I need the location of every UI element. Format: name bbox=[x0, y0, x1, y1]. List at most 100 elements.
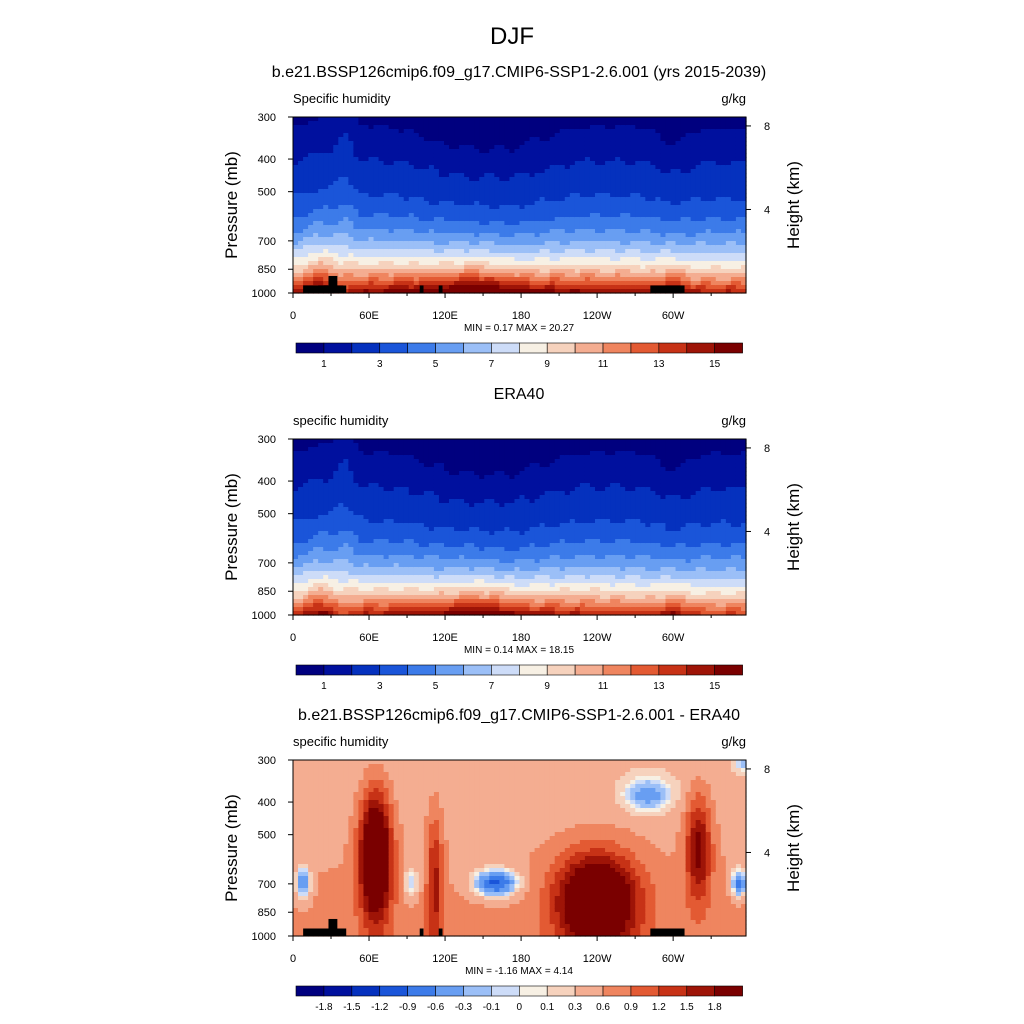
field-cell bbox=[700, 229, 707, 234]
field-cell bbox=[695, 281, 702, 286]
field-cell bbox=[378, 479, 385, 484]
field-cell bbox=[313, 273, 319, 278]
field-cell bbox=[423, 177, 430, 182]
field-cell bbox=[328, 599, 334, 604]
field-cell bbox=[635, 225, 641, 230]
field-cell bbox=[378, 161, 385, 166]
field-cell bbox=[363, 599, 370, 604]
field-cell bbox=[353, 587, 360, 592]
field-cell bbox=[433, 153, 440, 158]
field-cell bbox=[398, 491, 405, 496]
field-cell bbox=[308, 145, 314, 150]
field-cell bbox=[444, 197, 450, 202]
field-cell bbox=[368, 157, 375, 162]
field-cell bbox=[408, 149, 415, 154]
field-cell bbox=[363, 459, 370, 464]
field-cell bbox=[333, 241, 339, 246]
field-cell bbox=[343, 547, 349, 552]
field-cell bbox=[589, 153, 596, 158]
field-cell bbox=[293, 447, 299, 452]
field-cell bbox=[368, 197, 375, 202]
field-cell bbox=[313, 603, 319, 608]
field-cell bbox=[549, 141, 556, 146]
field-cell bbox=[725, 245, 732, 250]
field-cell bbox=[579, 173, 586, 178]
field-cell bbox=[544, 157, 551, 162]
field-cell bbox=[605, 197, 611, 202]
field-cell bbox=[323, 237, 329, 242]
field-cell bbox=[308, 277, 314, 282]
field-cell bbox=[595, 117, 601, 122]
field-cell bbox=[469, 117, 475, 122]
field-cell bbox=[398, 125, 405, 130]
field-cell bbox=[529, 177, 536, 182]
field-cell bbox=[358, 153, 365, 158]
field-cell bbox=[358, 117, 365, 122]
field-cell bbox=[725, 269, 732, 274]
field-cell bbox=[428, 201, 435, 206]
field-cell bbox=[519, 137, 526, 142]
field-cell bbox=[715, 141, 722, 146]
field-cell bbox=[373, 451, 380, 456]
field-cell bbox=[524, 245, 531, 250]
field-cell bbox=[569, 145, 576, 150]
field-cell bbox=[328, 165, 334, 170]
field-cell bbox=[564, 121, 571, 126]
field-cell bbox=[313, 471, 319, 476]
field-cell bbox=[408, 233, 415, 238]
field-cell bbox=[313, 181, 319, 186]
field-cell bbox=[293, 133, 299, 138]
field-cell bbox=[398, 551, 405, 556]
field-cell bbox=[398, 495, 405, 500]
x-tick-label: 60W bbox=[662, 310, 685, 322]
field-cell bbox=[479, 225, 485, 230]
field-cell bbox=[353, 133, 360, 138]
field-cell bbox=[328, 229, 334, 234]
field-cell bbox=[574, 245, 581, 250]
field-cell bbox=[373, 583, 380, 588]
field-cell bbox=[645, 141, 651, 146]
field-cell bbox=[413, 137, 420, 142]
field-cell bbox=[534, 217, 541, 222]
field-cell bbox=[564, 249, 571, 254]
field-cell bbox=[393, 281, 400, 286]
field-cell bbox=[484, 265, 490, 270]
field-cell bbox=[418, 265, 425, 270]
field-cell bbox=[318, 607, 324, 612]
field-cell bbox=[373, 467, 380, 472]
field-cell bbox=[645, 253, 651, 258]
field-cell bbox=[423, 233, 430, 238]
field-cell bbox=[353, 547, 360, 552]
field-cell bbox=[579, 257, 586, 262]
field-cell bbox=[438, 241, 445, 246]
field-cell bbox=[494, 153, 500, 158]
field-cell bbox=[519, 193, 526, 198]
field-cell bbox=[630, 157, 636, 162]
field-cell bbox=[715, 201, 722, 206]
field-cell bbox=[484, 253, 490, 258]
field-cell bbox=[549, 201, 556, 206]
field-cell bbox=[655, 117, 662, 122]
field-cell bbox=[368, 451, 375, 456]
field-cell bbox=[423, 173, 430, 178]
field-cell bbox=[685, 217, 692, 222]
field-cell bbox=[499, 285, 505, 290]
field-cell bbox=[635, 289, 641, 294]
field-cell bbox=[348, 265, 354, 270]
field-cell bbox=[670, 253, 677, 258]
field-cell bbox=[393, 213, 400, 218]
field-cell bbox=[449, 233, 455, 238]
field-cell bbox=[358, 451, 365, 456]
field-cell bbox=[625, 173, 631, 178]
field-cell bbox=[630, 165, 636, 170]
field-cell bbox=[298, 599, 304, 604]
field-cell bbox=[559, 209, 566, 214]
field-cell bbox=[489, 193, 495, 198]
field-cell bbox=[303, 575, 309, 580]
field-cell bbox=[524, 281, 531, 286]
field-cell bbox=[720, 133, 727, 138]
field-cell bbox=[605, 157, 611, 162]
field-cell bbox=[524, 117, 531, 122]
field-cell bbox=[298, 281, 304, 286]
field-cell bbox=[368, 289, 375, 294]
